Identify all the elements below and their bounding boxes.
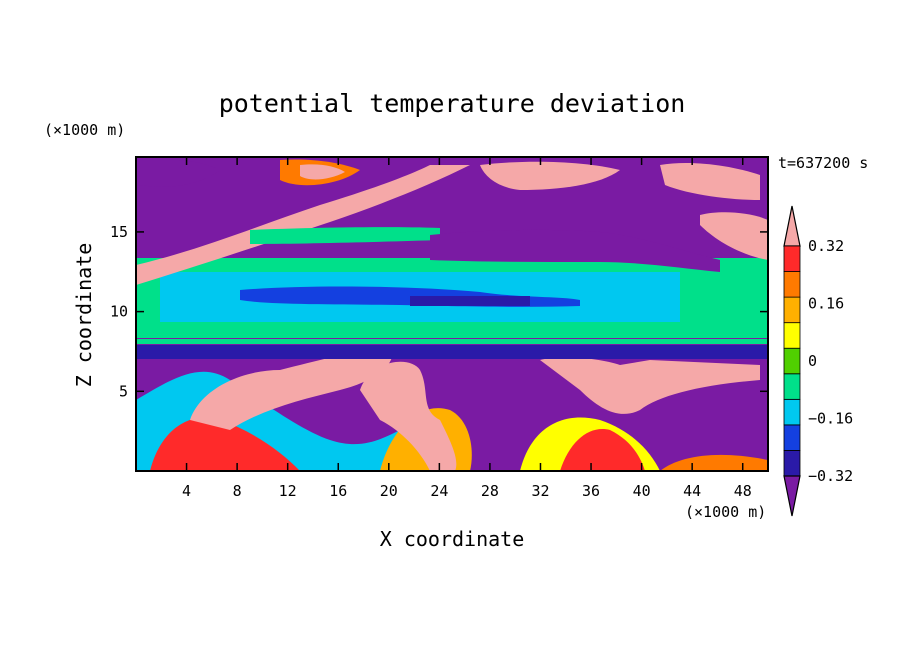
colorbar-swatch — [783, 373, 801, 400]
x-tick-label: 16 — [329, 482, 347, 500]
colorbar-label: −0.16 — [808, 410, 853, 428]
y-unit-label: (×1000 m) — [44, 121, 125, 139]
y-axis: 5 10 15 — [110, 223, 768, 400]
colorbar-extend-high — [783, 205, 801, 247]
heatmap-field — [136, 157, 768, 471]
colorbar-swatch — [783, 271, 801, 298]
colorbar-extend-low — [783, 475, 801, 517]
colorbar-swatch — [783, 398, 801, 426]
plot-frame — [135, 156, 769, 472]
y-axis-label: Z coordinate — [72, 243, 96, 388]
colorbar-label: 0.16 — [808, 295, 844, 313]
colorbar-swatch — [783, 347, 801, 375]
x-axis: 4 8 12 16 20 24 28 32 36 40 44 48 — [182, 157, 752, 500]
x-tick-label: 40 — [633, 482, 651, 500]
y-tick-label: 15 — [110, 223, 128, 241]
x-tick-label: 44 — [683, 482, 701, 500]
x-tick-label: 28 — [481, 482, 499, 500]
x-tick-label: 32 — [531, 482, 549, 500]
colorbar-label: −0.32 — [808, 467, 853, 485]
colorbar: −0.32 −0.16 0 0.16 0.32 — [783, 205, 853, 517]
colorbar-swatch — [783, 424, 801, 451]
x-tick-label: 36 — [582, 482, 600, 500]
colorbar-label: 0.32 — [808, 237, 844, 255]
x-axis-label: X coordinate — [380, 527, 525, 551]
x-tick-label: 20 — [380, 482, 398, 500]
colorbar-swatch — [783, 296, 801, 324]
time-label: t=637200 s — [778, 154, 868, 172]
colorbar-swatch — [783, 322, 801, 349]
x-tick-label: 48 — [734, 482, 752, 500]
colorbar-swatch — [783, 245, 801, 272]
chart-title: potential temperature deviation — [219, 89, 686, 118]
x-tick-label: 8 — [233, 482, 242, 500]
y-tick-label: 5 — [119, 382, 128, 400]
x-tick-label: 12 — [279, 482, 297, 500]
colorbar-label: 0 — [808, 352, 817, 370]
y-tick-label: 10 — [110, 303, 128, 321]
x-unit-label: (×1000 m) — [685, 503, 766, 521]
colorbar-swatch — [783, 450, 801, 477]
x-tick-label: 4 — [182, 482, 191, 500]
x-tick-label: 24 — [430, 482, 448, 500]
